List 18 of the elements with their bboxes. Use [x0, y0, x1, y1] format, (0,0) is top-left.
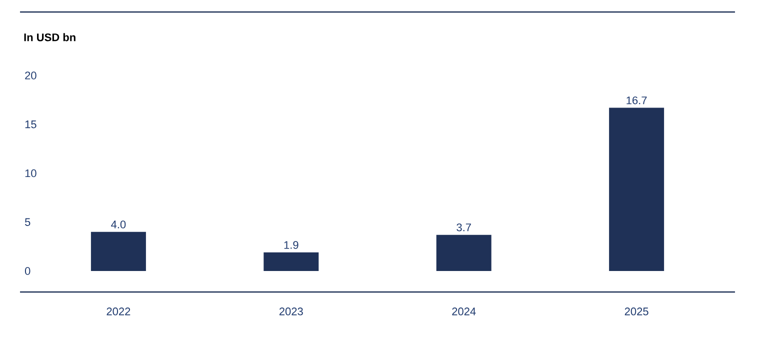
x-tick-label: 2022: [106, 308, 130, 316]
y-tick-label: 10: [25, 169, 36, 178]
data-label: 3.7: [456, 224, 471, 232]
x-tick-label: 2025: [624, 308, 648, 316]
data-label: 4.0: [111, 220, 126, 228]
y-axis-title: In USD bn: [24, 33, 76, 42]
bar: [609, 108, 664, 271]
y-tick-label: 20: [25, 72, 36, 80]
y-tick-label: 5: [24, 218, 30, 226]
x-tick-label: 2024: [452, 308, 476, 316]
data-label: 1.9: [284, 241, 298, 249]
bar: [264, 252, 319, 271]
data-label: 16.7: [626, 96, 647, 104]
y-tick-label: 15: [25, 120, 36, 128]
x-tick-label: 2023: [279, 308, 303, 316]
bar: [436, 234, 492, 271]
bar: [90, 232, 146, 271]
y-tick-label: 0: [24, 267, 30, 275]
